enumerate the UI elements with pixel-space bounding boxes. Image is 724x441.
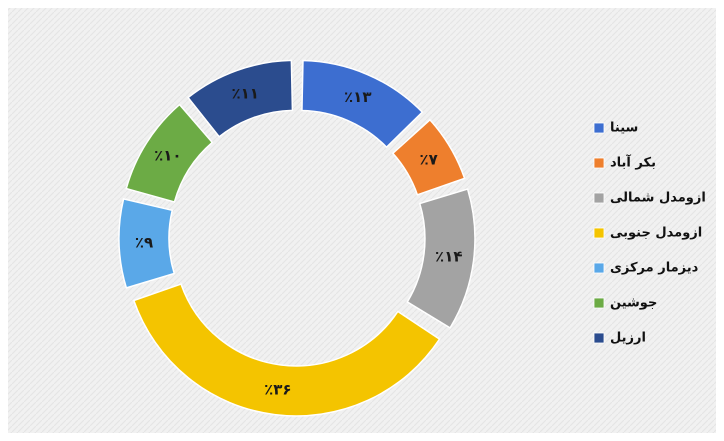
donut: ٪۱۳ ٪۷ ٪۱۴ ٪۳۶ ٪۹ ٪۱۰ ٪۱۱	[118, 59, 476, 417]
legend-label: سینا	[610, 121, 638, 136]
legend-marker	[593, 297, 605, 309]
legend-label: ازومدل جنوبی	[610, 226, 702, 241]
donut-segment	[301, 59, 424, 149]
donut-segment	[118, 198, 176, 289]
value-label: ٪۷	[420, 151, 438, 169]
donut-segment	[187, 59, 294, 138]
legend-label: بکر آباد	[610, 154, 656, 171]
donut-segment	[132, 283, 441, 417]
value-label: ٪۱۰	[154, 147, 181, 165]
legend-label: ارزیل	[610, 331, 646, 346]
value-label: ٪۱۱	[231, 85, 258, 103]
value-label: ٪۹	[135, 233, 153, 251]
legend-marker	[593, 192, 605, 204]
legend-marker	[593, 157, 605, 169]
donut-segment	[125, 103, 214, 203]
donut-segment	[406, 188, 476, 329]
legend-marker	[593, 122, 605, 134]
legend-marker	[593, 227, 605, 239]
value-label: ٪۳۶	[264, 380, 291, 398]
legend-label: جوشین	[610, 296, 657, 311]
value-label: ٪۱۴	[435, 248, 462, 266]
legend-label: دیزمار مرکزی	[610, 261, 699, 276]
value-label: ٪۱۳	[344, 88, 371, 106]
donut-segment	[391, 118, 466, 196]
legend-label: ازومدل شمالی	[610, 191, 706, 206]
legend: سینا بکر آباد ازومدل شمالی ازومدل جنوبی دیزم…	[593, 121, 706, 346]
legend-marker	[593, 332, 605, 344]
legend-marker	[593, 262, 605, 274]
